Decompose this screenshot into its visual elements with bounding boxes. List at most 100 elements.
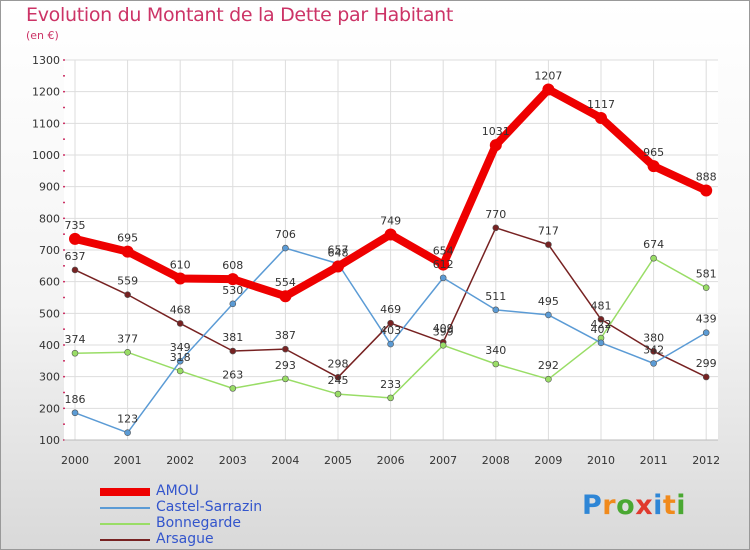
- y-tick-label: 600: [39, 276, 60, 289]
- data-label: 439: [696, 313, 717, 326]
- data-label: 749: [380, 214, 401, 227]
- data-label: 399: [433, 325, 454, 338]
- y-tick-label: 200: [39, 402, 60, 415]
- x-tick-label: 2011: [640, 454, 668, 467]
- data-label: 481: [591, 299, 612, 312]
- data-label: 735: [65, 219, 86, 232]
- data-point: [437, 258, 450, 271]
- logo-letter: x: [635, 490, 654, 521]
- data-point: [332, 260, 344, 273]
- data-label: 469: [380, 303, 401, 316]
- data-label: 380: [643, 331, 664, 344]
- data-point: [71, 409, 79, 417]
- data-point: [384, 228, 397, 241]
- data-label: 695: [117, 232, 138, 245]
- y-tick-label: 1300: [32, 54, 60, 67]
- data-label: 377: [117, 332, 138, 345]
- data-label: 298: [328, 357, 349, 370]
- data-point: [334, 373, 342, 381]
- data-label: 554: [275, 276, 296, 289]
- data-point: [492, 306, 500, 314]
- x-tick-label: 2005: [324, 454, 352, 467]
- data-point: [492, 360, 500, 368]
- data-label: 581: [696, 268, 717, 281]
- data-point: [69, 232, 81, 245]
- data-point: [334, 390, 342, 398]
- legend-label: Arsague: [156, 531, 214, 547]
- unit-label: (en €): [26, 29, 59, 42]
- legend-item: AMOU: [100, 483, 400, 500]
- data-label: 403: [380, 324, 401, 337]
- x-tick-label: 2002: [166, 454, 194, 467]
- logo-letter: P: [582, 490, 603, 521]
- data-point: [595, 111, 607, 124]
- logo-letter: t: [662, 490, 677, 521]
- legend-item: Arsague: [100, 531, 400, 548]
- data-label: 706: [275, 228, 296, 241]
- y-tick-label: 300: [39, 371, 60, 384]
- x-tick-label: 2001: [114, 454, 142, 467]
- data-label: 608: [222, 259, 243, 272]
- data-point: [174, 272, 187, 285]
- legend-swatch: [100, 488, 150, 496]
- y-tick-label: 400: [39, 339, 60, 352]
- data-label: 409: [433, 322, 454, 335]
- data-label: 657: [328, 244, 349, 257]
- data-point: [387, 319, 394, 327]
- data-point: [439, 274, 447, 282]
- data-point: [545, 375, 552, 383]
- data-point: [545, 241, 552, 248]
- data-point: [489, 139, 502, 152]
- data-point: [700, 184, 713, 197]
- data-label: 610: [170, 259, 191, 272]
- data-label: 770: [485, 208, 506, 221]
- data-label: 263: [222, 368, 243, 381]
- logo-letter: i: [676, 490, 687, 521]
- x-tick-label: 2006: [377, 454, 405, 467]
- data-point: [124, 348, 131, 356]
- data-label: 233: [380, 378, 401, 391]
- data-point: [282, 375, 289, 383]
- y-tick-label: 1000: [32, 149, 60, 162]
- data-point: [650, 348, 657, 355]
- data-label: 293: [275, 359, 296, 372]
- proxiti-logo: Proxiti: [582, 490, 686, 521]
- x-tick-label: 2010: [587, 454, 615, 467]
- legend-item: Castel-Sarrazin: [100, 499, 400, 516]
- data-point: [282, 345, 289, 353]
- logo-letter: r: [602, 490, 617, 521]
- y-tick-label: 1200: [32, 86, 60, 99]
- data-label: 1031: [482, 125, 510, 138]
- data-point: [387, 394, 394, 402]
- legend-swatch: [100, 539, 150, 541]
- data-point: [650, 360, 657, 367]
- data-label: 637: [65, 250, 86, 263]
- data-label: 1117: [587, 98, 615, 111]
- data-label: 318: [170, 351, 191, 364]
- data-label: 407: [591, 323, 612, 336]
- chart-legend: AMOU Castel-Sarrazin Bonnegarde Arsague: [100, 483, 400, 548]
- y-tick-label: 1100: [32, 117, 60, 130]
- data-point: [229, 385, 237, 392]
- data-label: 292: [538, 359, 559, 372]
- data-label: 468: [170, 303, 191, 316]
- data-label: 422: [591, 318, 612, 331]
- legend-label: Bonnegarde: [156, 515, 242, 531]
- legend-label: AMOU: [156, 483, 199, 499]
- data-point: [176, 367, 184, 375]
- y-tick-label: 700: [39, 244, 60, 257]
- x-tick-label: 2009: [534, 454, 562, 467]
- data-point: [545, 311, 552, 319]
- data-label: 387: [275, 329, 296, 342]
- data-label: 888: [696, 170, 717, 183]
- data-point: [282, 244, 289, 252]
- x-tick-label: 2007: [429, 454, 457, 467]
- chart-title: Evolution du Montant de la Dette par Hab…: [26, 4, 454, 26]
- data-label: 648: [328, 246, 349, 259]
- y-tick-label: 900: [39, 181, 60, 194]
- data-point: [71, 349, 79, 357]
- data-point: [597, 316, 605, 323]
- data-point: [71, 266, 79, 274]
- x-tick-label: 2012: [692, 454, 720, 467]
- data-point: [439, 342, 447, 349]
